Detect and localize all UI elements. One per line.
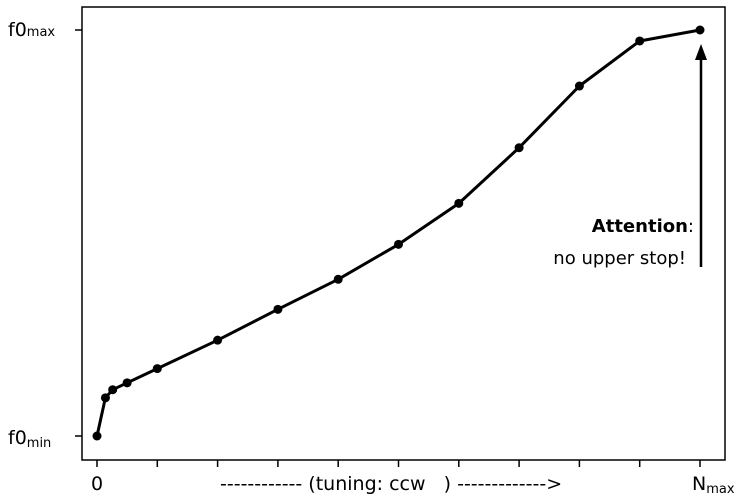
x-axis-caption: ------------ (tuning: ccw ) ------------… (220, 473, 562, 495)
y-min-label: f0min (8, 427, 51, 451)
data-point (695, 25, 705, 35)
data-point (454, 198, 464, 208)
y-ticks (75, 29, 82, 437)
data-point (152, 364, 162, 374)
data-point (394, 239, 403, 249)
data-point (213, 335, 223, 345)
data-point (574, 81, 584, 91)
x-start-label: 0 (91, 473, 103, 495)
annotation-line2: no upper stop! (553, 248, 686, 269)
data-point (108, 385, 118, 395)
data-point (635, 36, 645, 46)
annotation-line1: Attention: (592, 216, 694, 237)
data-point (100, 393, 110, 403)
data-point (514, 143, 524, 153)
annotation-arrowhead (695, 44, 707, 60)
plot-frame (81, 6, 726, 461)
y-max-label: f0max (8, 19, 55, 41)
data-point (333, 274, 343, 284)
data-point (92, 431, 102, 441)
series-markers (92, 25, 705, 441)
x-ticks (96, 460, 701, 467)
data-point (273, 304, 283, 314)
x-end-label: Nmax (692, 473, 735, 497)
data-point (122, 378, 132, 388)
